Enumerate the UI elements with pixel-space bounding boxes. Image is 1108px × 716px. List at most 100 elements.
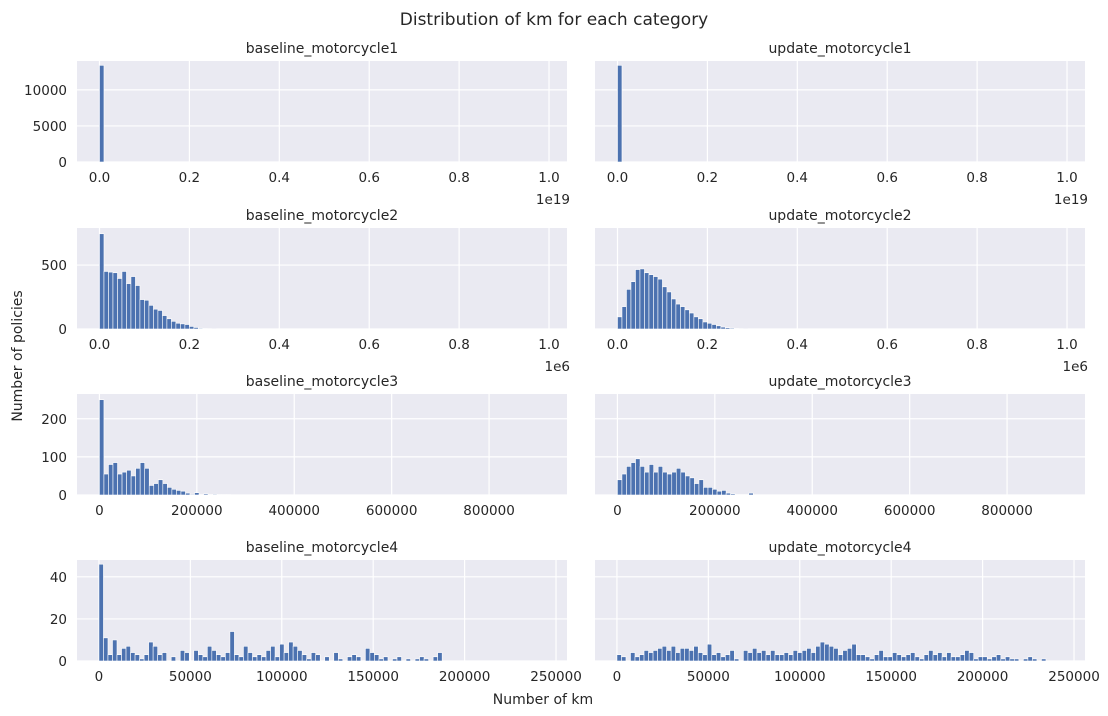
histogram-bar: [315, 654, 321, 662]
histogram-bar: [333, 652, 339, 662]
histogram-bar: [707, 487, 713, 496]
histogram-bar: [211, 650, 217, 662]
subplot-title: baseline_motorcycle4: [246, 540, 399, 556]
histogram-bar: [198, 327, 204, 330]
x-tick-label: 150000: [865, 669, 917, 685]
figure-ylabel: Number of policies: [10, 290, 26, 421]
histogram-bar: [265, 650, 271, 662]
x-tick-label: 400000: [268, 503, 320, 519]
x-tick-label: 1.0: [1056, 337, 1077, 353]
histogram-bar: [991, 656, 997, 662]
y-tick-label: 0: [58, 322, 67, 338]
histogram-bar: [144, 299, 150, 330]
histogram-bar: [626, 466, 632, 496]
histogram-bar: [252, 656, 258, 662]
histogram-bar: [851, 643, 857, 662]
histogram-bar: [365, 648, 371, 662]
histogram-bar: [419, 656, 425, 662]
x-tick-label: 0.8: [966, 337, 987, 353]
histogram-bar: [125, 645, 131, 662]
panel-update_motorcycle1: 0.0 0.2 0.4 0.6 0.8 1.0 update_motorcycle1 1e19: [595, 41, 1088, 208]
plot-area: [595, 61, 1085, 162]
histogram-bar: [675, 652, 681, 662]
histogram-bar: [176, 490, 182, 496]
histogram-bar: [626, 289, 632, 330]
histogram-bar: [270, 645, 276, 662]
histogram-bar: [770, 650, 776, 662]
histogram-bar: [369, 652, 375, 662]
histogram-bar: [684, 648, 690, 662]
histogram-bar: [143, 654, 149, 662]
histogram-bar: [1009, 658, 1015, 662]
histogram-bar: [806, 648, 812, 662]
histogram-bar: [405, 658, 411, 662]
histogram-bar: [193, 327, 199, 330]
x-tick-label: 1.0: [1056, 170, 1077, 186]
subplot-title: update_motorcycle1: [768, 41, 911, 57]
histogram-bar: [185, 492, 191, 496]
histogram-bar: [621, 656, 627, 662]
histogram-bar: [684, 309, 690, 330]
x-tick-label: 0: [613, 503, 622, 519]
histogram-bar: [657, 648, 663, 662]
histogram-bar: [171, 321, 177, 330]
histogram-bar: [103, 473, 109, 496]
x-tick-label: 400000: [786, 503, 838, 519]
panel-update_motorcycle4: 0 50000 100000 150000 200000 250000 update_mot…: [595, 540, 1100, 685]
histogram-bar: [161, 652, 167, 662]
x-tick-label: 0.4: [269, 337, 290, 353]
panel-update_motorcycle2: 0.0 0.2 0.4 0.6 0.8 1.0 update_motorcycle2 1e6: [595, 208, 1088, 375]
histogram-bar: [108, 464, 114, 496]
histogram-bar: [846, 648, 853, 662]
histogram-bar: [279, 643, 285, 662]
histogram-bar: [698, 479, 704, 496]
histogram-bar: [1032, 658, 1038, 662]
histogram-bar: [157, 479, 164, 496]
histogram-bar: [865, 656, 871, 662]
histogram-bar: [689, 312, 695, 330]
histogram-bar: [946, 652, 952, 662]
histogram-bar: [833, 648, 839, 662]
histogram-bar: [216, 654, 222, 662]
histogram-bar: [207, 645, 213, 662]
x-offset-label: 1e19: [1054, 192, 1088, 208]
histogram-bar: [883, 656, 889, 662]
histogram-bar: [180, 490, 186, 496]
x-tick-label: 50000: [687, 669, 730, 685]
histogram-bar: [666, 650, 672, 662]
histogram-bar: [220, 656, 226, 662]
histogram-bar: [657, 278, 663, 330]
histogram-bar: [964, 650, 970, 662]
histogram-bar: [189, 493, 195, 496]
histogram-bar: [351, 654, 357, 662]
histogram-bar: [337, 658, 344, 662]
histogram-bar: [671, 471, 677, 496]
histogram-bar: [923, 654, 929, 662]
histogram-bar: [617, 479, 623, 496]
histogram-bar: [756, 652, 762, 662]
subplot-title: baseline_motorcycle1: [246, 41, 398, 57]
histogram-bar: [1041, 658, 1047, 662]
histogram-bar: [396, 656, 402, 662]
panel-baseline_motorcycle4: 0 50000 100000 150000 200000 250000 0 20 40 basel…: [50, 540, 582, 685]
histogram-bar: [135, 285, 141, 330]
histogram-bar: [874, 654, 880, 662]
histogram-bar: [103, 637, 109, 662]
histogram-bar: [139, 299, 145, 330]
histogram-bar: [121, 271, 127, 330]
x-tick-label: 100000: [256, 669, 308, 685]
histogram-bar: [977, 656, 984, 662]
histogram-bar: [995, 654, 1002, 662]
histogram-bar: [743, 650, 749, 662]
histogram-bar: [99, 399, 105, 496]
y-tick-label: 100: [41, 450, 67, 466]
histogram-bar: [121, 471, 127, 496]
histogram-bar: [937, 652, 943, 662]
y-tick-label: 20: [50, 612, 67, 628]
histogram-bar: [148, 641, 154, 662]
histogram-bar: [702, 321, 708, 330]
histogram-bar: [761, 650, 767, 662]
histogram-bar: [828, 645, 835, 662]
histogram-bar: [144, 468, 150, 496]
histogram-bar: [982, 656, 988, 662]
